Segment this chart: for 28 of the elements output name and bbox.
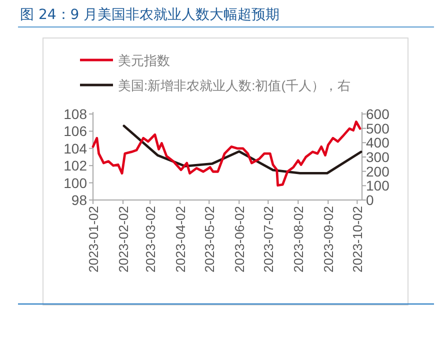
y-tick-label: 106 [64, 123, 88, 140]
x-tick-label: 2023-07-02 [261, 206, 276, 272]
y2-tick-label: 0 [366, 192, 374, 208]
legend-label: 美元指数 [118, 53, 170, 68]
line-series [92, 120, 362, 187]
line-series [122, 124, 362, 174]
y-tick-label: 98 [71, 192, 88, 208]
y-tick-label: 100 [64, 174, 88, 191]
y2-tick-label: 400 [366, 134, 390, 151]
legend-label: 美国:新增非农就业人数:初值(千人），右 [118, 78, 351, 93]
x-tick-label: 2023-01-02 [86, 206, 101, 272]
y-tick-label: 104 [64, 140, 88, 156]
chart-title: 图 24：9 月美国非农就业人数大幅超预期 [20, 7, 280, 23]
y2-tick-label: 200 [366, 163, 390, 180]
x-tick-label: 2023-10-02 [350, 206, 366, 272]
y-tick-label: 102 [64, 158, 88, 174]
y2-tick-label: 500 [366, 120, 390, 136]
x-tick-label: 2023-08-02 [291, 206, 306, 272]
x-tick-label: 2023-09-02 [321, 206, 336, 272]
x-tick-label: 2023-06-02 [232, 206, 248, 272]
x-tick-label: 2023-02-02 [116, 206, 131, 272]
y2-tick-label: 100 [366, 178, 390, 194]
x-tick-label: 2023-03-02 [143, 206, 158, 272]
x-tick-label: 2023-04-02 [173, 206, 188, 272]
y-tick-label: 108 [64, 106, 88, 122]
x-tick-label: 2023-05-02 [202, 206, 218, 272]
y2-tick-label: 300 [366, 149, 390, 165]
y2-tick-label: 600 [366, 106, 390, 122]
